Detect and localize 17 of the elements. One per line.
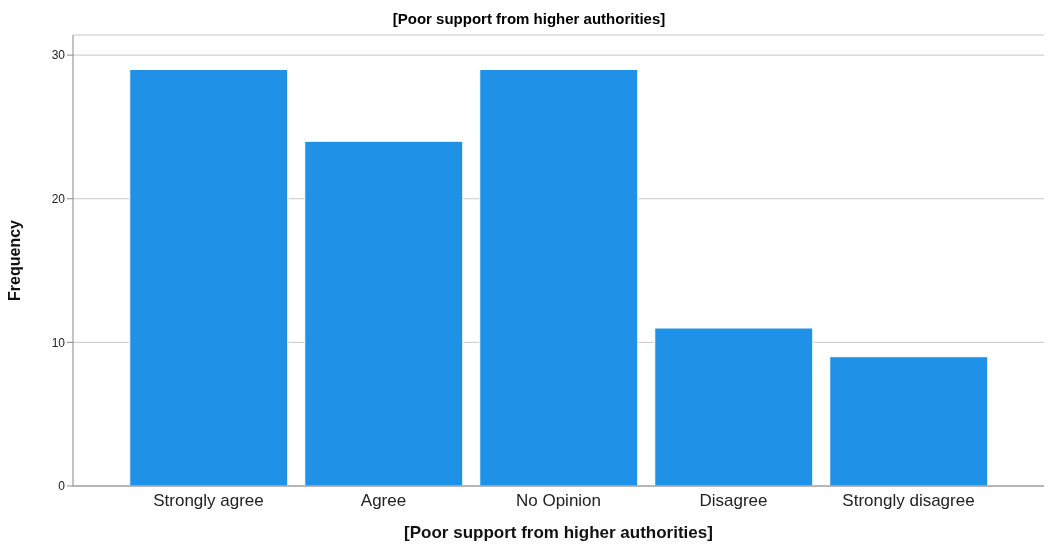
y-tick-label: 20 — [51, 192, 66, 206]
x-axis-title: [Poor support from higher authorities] — [404, 523, 713, 542]
x-tick-label: Agree — [360, 491, 407, 511]
bar — [479, 68, 639, 486]
x-tick-label: Disagree — [699, 491, 768, 511]
y-tick-label: 30 — [51, 48, 66, 63]
y-tick-label: 0 — [58, 479, 66, 494]
bar — [304, 140, 464, 486]
y-axis-title: Frequency — [5, 219, 23, 301]
bar — [129, 68, 289, 486]
y-tick-label: 10 — [51, 335, 66, 350]
chart-title: [Poor support from higher authorities] — [391, 10, 667, 27]
x-tick-label: Strongly disagree — [842, 491, 975, 511]
bar — [829, 356, 989, 486]
x-tick-label: No Opinion — [515, 491, 602, 511]
x-tick-label: Strongly agree — [153, 491, 264, 511]
bar — [654, 327, 814, 486]
